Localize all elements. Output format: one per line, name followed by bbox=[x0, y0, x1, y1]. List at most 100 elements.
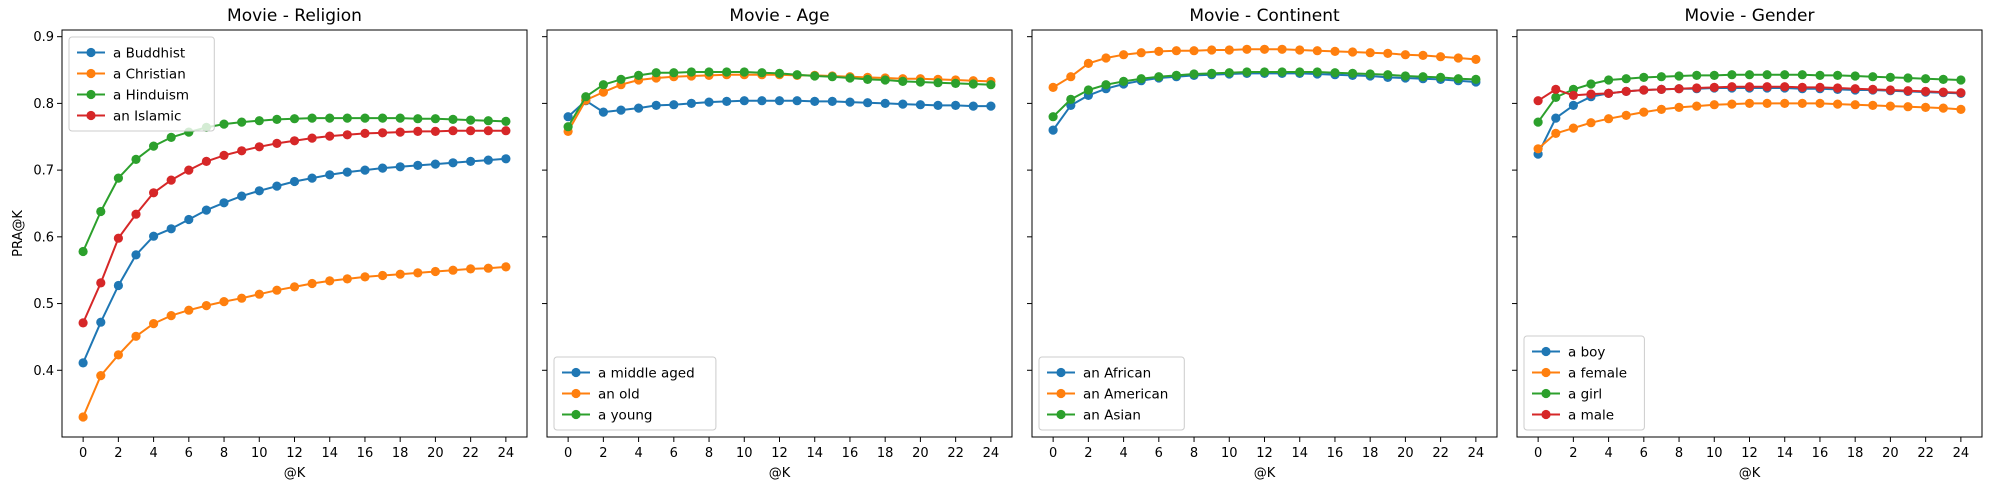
data-point bbox=[272, 114, 282, 124]
data-point bbox=[1242, 44, 1252, 54]
data-point bbox=[201, 205, 211, 215]
data-point bbox=[184, 165, 194, 175]
x-tick-label: 12 bbox=[286, 446, 303, 461]
x-tick-label: 12 bbox=[771, 446, 788, 461]
data-point bbox=[1744, 70, 1755, 80]
data-point bbox=[669, 68, 679, 78]
data-point bbox=[951, 78, 961, 88]
data-point bbox=[113, 280, 123, 291]
x-tick-label: 22 bbox=[1432, 446, 1449, 461]
data-point bbox=[307, 113, 317, 123]
x-tick-label: 2 bbox=[599, 446, 607, 461]
data-point bbox=[113, 233, 123, 243]
x-axis-label: @K bbox=[769, 466, 791, 481]
x-tick-label: 0 bbox=[1534, 446, 1542, 461]
data-point bbox=[131, 250, 141, 260]
data-point bbox=[1436, 52, 1446, 62]
legend-label: a male bbox=[1568, 408, 1614, 424]
data-point bbox=[563, 122, 573, 132]
legend-marker bbox=[86, 89, 96, 100]
data-point bbox=[342, 167, 352, 177]
data-point bbox=[1207, 68, 1217, 78]
data-point bbox=[863, 74, 873, 84]
data-point bbox=[1568, 90, 1578, 100]
data-point bbox=[1277, 67, 1287, 77]
data-point bbox=[1259, 44, 1270, 54]
y-tick-label: 0.8 bbox=[33, 97, 54, 112]
data-point bbox=[1348, 68, 1358, 78]
data-point bbox=[986, 80, 996, 90]
data-point bbox=[184, 214, 194, 225]
data-point bbox=[616, 74, 626, 84]
data-point bbox=[722, 67, 732, 77]
legend-label: a female bbox=[1568, 366, 1627, 382]
data-point bbox=[1533, 96, 1543, 106]
data-point bbox=[1868, 100, 1878, 110]
data-point bbox=[792, 96, 802, 106]
data-point bbox=[1744, 98, 1755, 108]
data-point bbox=[360, 128, 370, 138]
legend-marker bbox=[86, 47, 96, 58]
data-point bbox=[483, 155, 493, 165]
data-point bbox=[1586, 79, 1596, 89]
data-point bbox=[395, 113, 405, 123]
x-tick-label: 14 bbox=[1291, 446, 1308, 461]
data-point bbox=[325, 170, 335, 180]
data-point bbox=[1727, 99, 1737, 109]
data-point bbox=[1604, 88, 1614, 98]
legend-label: a young bbox=[598, 408, 653, 424]
data-point bbox=[1815, 82, 1825, 92]
data-point bbox=[1207, 45, 1217, 55]
data-point bbox=[483, 126, 493, 136]
data-point bbox=[1797, 82, 1807, 92]
legend-marker bbox=[571, 388, 581, 399]
data-point bbox=[254, 289, 264, 299]
data-point bbox=[1471, 74, 1481, 84]
data-point bbox=[1242, 67, 1252, 77]
data-point bbox=[1656, 104, 1666, 114]
legend-label: a middle aged bbox=[598, 366, 695, 382]
x-tick-label: 6 bbox=[1155, 446, 1163, 461]
x-tick-label: 4 bbox=[149, 446, 157, 461]
data-point bbox=[898, 76, 908, 86]
data-point bbox=[1189, 46, 1199, 56]
x-tick-label: 10 bbox=[1706, 446, 1723, 461]
data-point bbox=[1780, 70, 1790, 80]
x-tick-label: 8 bbox=[705, 446, 713, 461]
data-point bbox=[466, 115, 476, 125]
data-point bbox=[1938, 87, 1948, 97]
x-axis-label: @K bbox=[284, 466, 306, 481]
data-point bbox=[1400, 71, 1410, 81]
data-point bbox=[1568, 100, 1578, 110]
data-point bbox=[166, 311, 176, 321]
data-point bbox=[448, 126, 458, 136]
data-point bbox=[634, 70, 644, 80]
x-tick-label: 12 bbox=[1256, 446, 1273, 461]
data-point bbox=[1348, 47, 1358, 57]
data-point bbox=[149, 231, 159, 241]
legend-marker bbox=[571, 367, 581, 378]
data-point bbox=[1709, 100, 1719, 110]
data-point bbox=[325, 276, 335, 286]
data-point bbox=[1586, 118, 1596, 128]
data-point bbox=[1119, 76, 1129, 86]
x-tick-label: 22 bbox=[1917, 446, 1934, 461]
data-point bbox=[1868, 72, 1878, 82]
data-point bbox=[501, 262, 511, 272]
data-point bbox=[810, 71, 820, 81]
series-line-2 bbox=[1537, 102, 1961, 150]
data-point bbox=[272, 181, 282, 191]
x-tick-label: 20 bbox=[1397, 446, 1414, 461]
data-point bbox=[704, 97, 714, 107]
data-point bbox=[651, 100, 661, 110]
data-point bbox=[96, 317, 106, 327]
data-point bbox=[1066, 94, 1076, 104]
legend-marker bbox=[1541, 409, 1551, 420]
legend-marker bbox=[1056, 388, 1066, 399]
data-point bbox=[1048, 82, 1058, 92]
data-point bbox=[1453, 53, 1463, 63]
data-point bbox=[1436, 72, 1446, 82]
data-point bbox=[342, 274, 352, 284]
data-point bbox=[1066, 72, 1076, 82]
x-tick-label: 4 bbox=[1604, 446, 1612, 461]
